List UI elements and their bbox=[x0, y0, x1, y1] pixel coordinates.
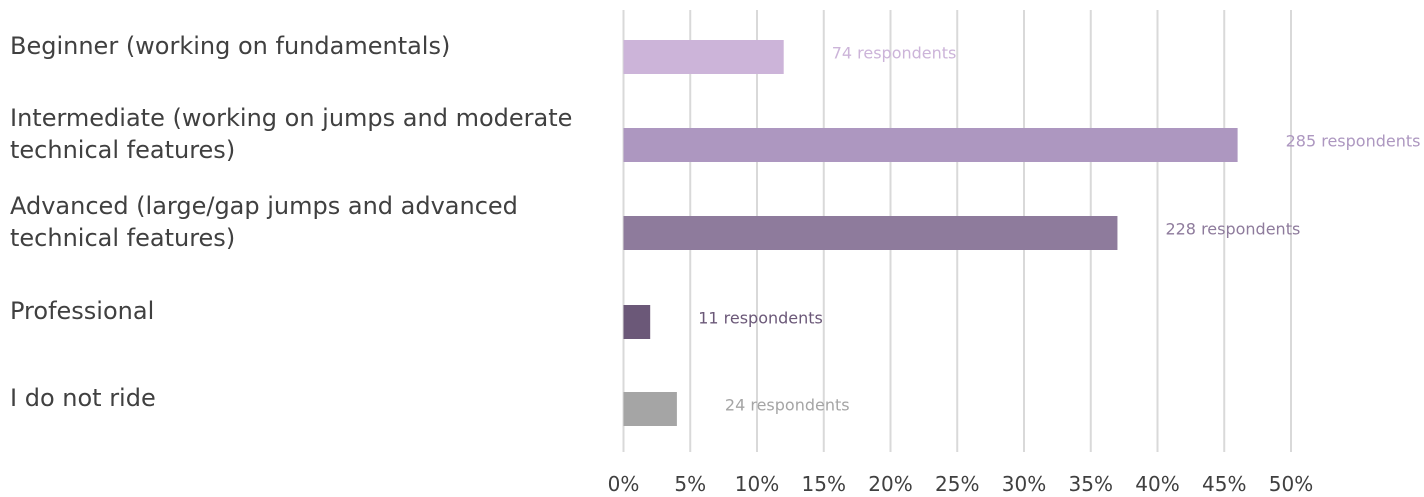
x-tick-label: 40% bbox=[1135, 472, 1179, 496]
x-tick-label: 20% bbox=[868, 472, 912, 496]
category-label: Advanced (large/gap jumps and advanced bbox=[10, 192, 518, 220]
bar-data-label: 24 respondents bbox=[725, 396, 850, 415]
category-labels: Beginner (working on fundamentals) Interm… bbox=[10, 32, 572, 412]
category-label: Intermediate (working on jumps and moder… bbox=[10, 104, 572, 132]
category-label: technical features) bbox=[10, 224, 235, 252]
category-label: I do not ride bbox=[10, 384, 156, 412]
x-tick-label: 10% bbox=[735, 472, 779, 496]
bar-data-label: 74 respondents bbox=[832, 44, 957, 63]
bar-data-label: 228 respondents bbox=[1165, 220, 1300, 239]
x-tick-label: 25% bbox=[935, 472, 979, 496]
category-label: Beginner (working on fundamentals) bbox=[10, 32, 450, 60]
bars bbox=[623, 40, 1238, 426]
bar bbox=[623, 216, 1118, 250]
bar bbox=[623, 128, 1238, 162]
x-tick-label: 35% bbox=[1069, 472, 1113, 496]
x-tick-label: 5% bbox=[674, 472, 706, 496]
bar-data-label: 11 respondents bbox=[698, 309, 823, 328]
x-tick-label: 50% bbox=[1269, 472, 1313, 496]
x-tick-label: 0% bbox=[608, 472, 640, 496]
x-axis-tick-labels: 0% 5% 10% 15% 20% 25% 30% 35% 40% 45% 50% bbox=[608, 472, 1314, 496]
bar bbox=[623, 392, 677, 426]
bar bbox=[623, 40, 784, 74]
category-label: Professional bbox=[10, 297, 154, 325]
data-labels: 74 respondents 285 respondents 228 respond… bbox=[698, 44, 1420, 415]
x-tick-label: 30% bbox=[1002, 472, 1046, 496]
bar-data-label: 285 respondents bbox=[1286, 132, 1421, 151]
x-tick-label: 15% bbox=[802, 472, 846, 496]
bar bbox=[623, 305, 651, 339]
category-label: technical features) bbox=[10, 136, 235, 164]
x-tick-label: 45% bbox=[1202, 472, 1246, 496]
